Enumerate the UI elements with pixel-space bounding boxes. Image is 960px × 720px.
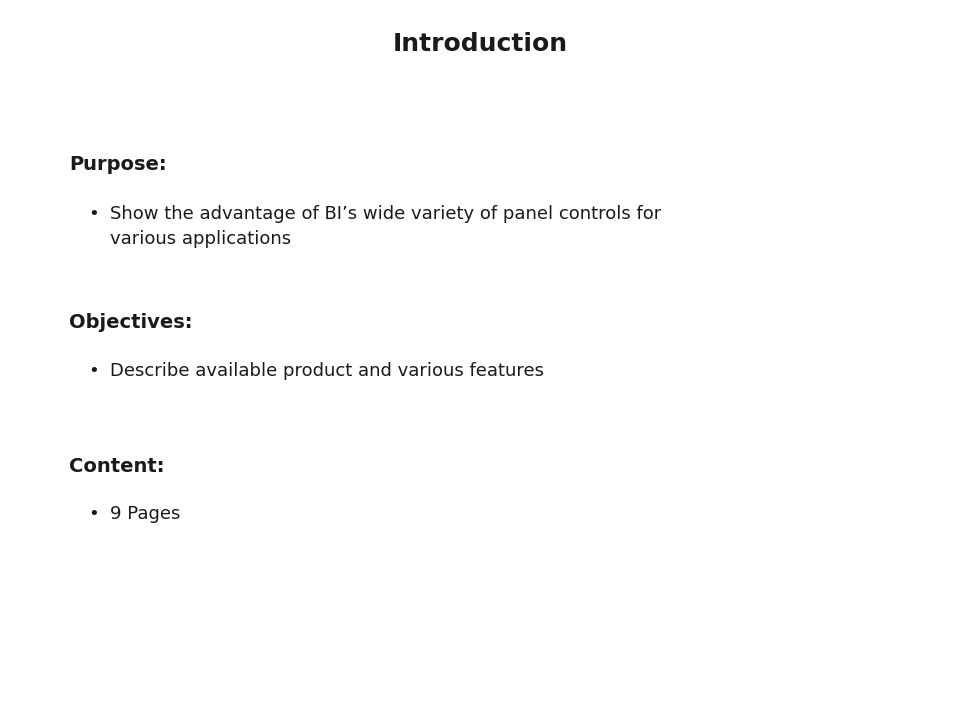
Text: Content:: Content: <box>69 457 164 476</box>
Text: •: • <box>88 505 100 523</box>
Text: Describe available product and various features: Describe available product and various f… <box>110 362 544 380</box>
Text: 9 Pages: 9 Pages <box>110 505 180 523</box>
Text: Objectives:: Objectives: <box>69 313 193 332</box>
Text: Purpose:: Purpose: <box>69 155 167 174</box>
Text: •: • <box>88 205 100 223</box>
Text: Show the advantage of BI’s wide variety of panel controls for
various applicatio: Show the advantage of BI’s wide variety … <box>110 205 661 248</box>
Text: •: • <box>88 362 100 380</box>
Text: Introduction: Introduction <box>393 32 567 56</box>
